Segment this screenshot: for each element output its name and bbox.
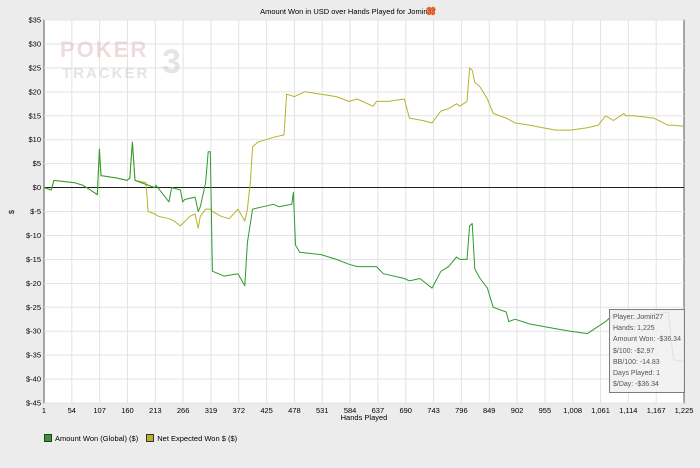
y-tick-label: $-45	[26, 399, 41, 408]
x-tick-label: 213	[149, 406, 162, 415]
legend-swatch-olive	[146, 434, 155, 442]
stat-player: Player: Jomiri27	[613, 314, 664, 321]
y-tick-label: $-25	[26, 303, 41, 312]
legend-swatch-green	[44, 434, 52, 442]
legend-item-net-expected[interactable]: Net Expected Won $ ($)	[146, 434, 237, 443]
x-tick-label: 902	[511, 406, 524, 415]
legend-label: Amount Won (Global) ($)	[55, 433, 139, 443]
x-tick-label: 54	[68, 406, 76, 415]
x-tick-label: 637	[372, 406, 385, 415]
svg-text:TRACKER: TRACKER	[62, 65, 149, 82]
y-tick-label: $20	[28, 87, 41, 96]
x-tick-label: 1	[42, 406, 46, 415]
stat-hands: Hands: 1,225	[613, 325, 655, 333]
legend-item-amount-won[interactable]: Amount Won (Global) ($)	[44, 434, 138, 443]
x-tick-label: 1,061	[591, 406, 610, 415]
y-tick-label: $5	[33, 159, 41, 168]
x-tick-label: 319	[205, 406, 218, 415]
x-tick-label: 107	[93, 406, 106, 415]
x-tick-label: 1,225	[675, 406, 694, 415]
player-stats-box: Player: Jomiri27 Hands: 1,225 Amount Won…	[609, 309, 685, 393]
series-layer	[43, 67, 685, 362]
y-tick-label: $25	[28, 63, 41, 72]
series-amount-won-line	[43, 141, 685, 362]
y-tick-label: $-35	[26, 351, 41, 360]
chart-title: Amount Won in USD over Hands Played for …	[260, 7, 436, 16]
x-tick-label: 796	[455, 406, 468, 415]
y-tick-label: $-5	[30, 207, 41, 216]
x-tick-label: 266	[177, 406, 190, 415]
stat-per-100: $/100: -$2.97	[613, 347, 655, 355]
stat-days-played: Days Played: 1	[613, 370, 661, 378]
x-tick-label: 478	[288, 406, 301, 415]
y-tick-label: $30	[28, 39, 41, 48]
x-tick-label: 531	[316, 406, 329, 415]
x-tick-label: 1,008	[563, 406, 582, 415]
y-tick-label: $-40	[26, 375, 41, 384]
y-tick-label: $10	[28, 135, 41, 144]
x-tick-label: 160	[121, 406, 134, 415]
chart-legend: Amount Won (Global) ($) Net Expected Won…	[44, 431, 245, 445]
x-tick-label: 955	[539, 406, 552, 415]
x-tick-label: 1,167	[647, 406, 666, 415]
y-axis-ticks: $35 $30 $25 $20 $15 $10 $5 $0 $-5 $-10 $-15 $-20 $-2…	[26, 16, 41, 408]
y-tick-label: $35	[28, 16, 41, 25]
stat-amount-won: Amount Won: -$36.34	[613, 336, 681, 344]
gridlines	[44, 19, 684, 404]
x-tick-label: 743	[427, 406, 440, 415]
pokertracker-watermark: POKER 3 TRACKER	[60, 37, 181, 82]
y-axis-label: $	[7, 209, 16, 214]
x-axis-ticks: 1 54 107 160 213 266 319 372 425 478 531 584 637 690 7…	[42, 406, 693, 415]
stat-per-day: $/Day: -$36.34	[613, 381, 659, 389]
x-tick-label: 372	[233, 406, 246, 415]
stat-bb-100: BB/100: -14.83	[613, 358, 660, 366]
y-tick-label: $-10	[26, 231, 41, 240]
svg-text:3: 3	[162, 43, 181, 81]
x-tick-label: 1,114	[619, 406, 637, 415]
pokertracker-logo-icon	[426, 6, 436, 16]
y-tick-label: $0	[33, 183, 41, 192]
y-tick-label: $-30	[26, 327, 41, 336]
x-tick-label: 690	[399, 406, 412, 415]
x-tick-label: 425	[260, 406, 273, 415]
y-tick-label: $-20	[26, 279, 41, 288]
series-net-expected-line	[43, 67, 685, 229]
y-tick-label: $15	[28, 111, 41, 120]
x-tick-label: 849	[483, 406, 496, 415]
x-axis-label: Hands Played	[341, 413, 388, 422]
x-tick-label: 584	[344, 406, 357, 415]
legend-label: Net Expected Won $ ($)	[157, 433, 238, 443]
svg-text:POKER: POKER	[60, 37, 148, 62]
y-tick-label: $-15	[26, 255, 41, 264]
